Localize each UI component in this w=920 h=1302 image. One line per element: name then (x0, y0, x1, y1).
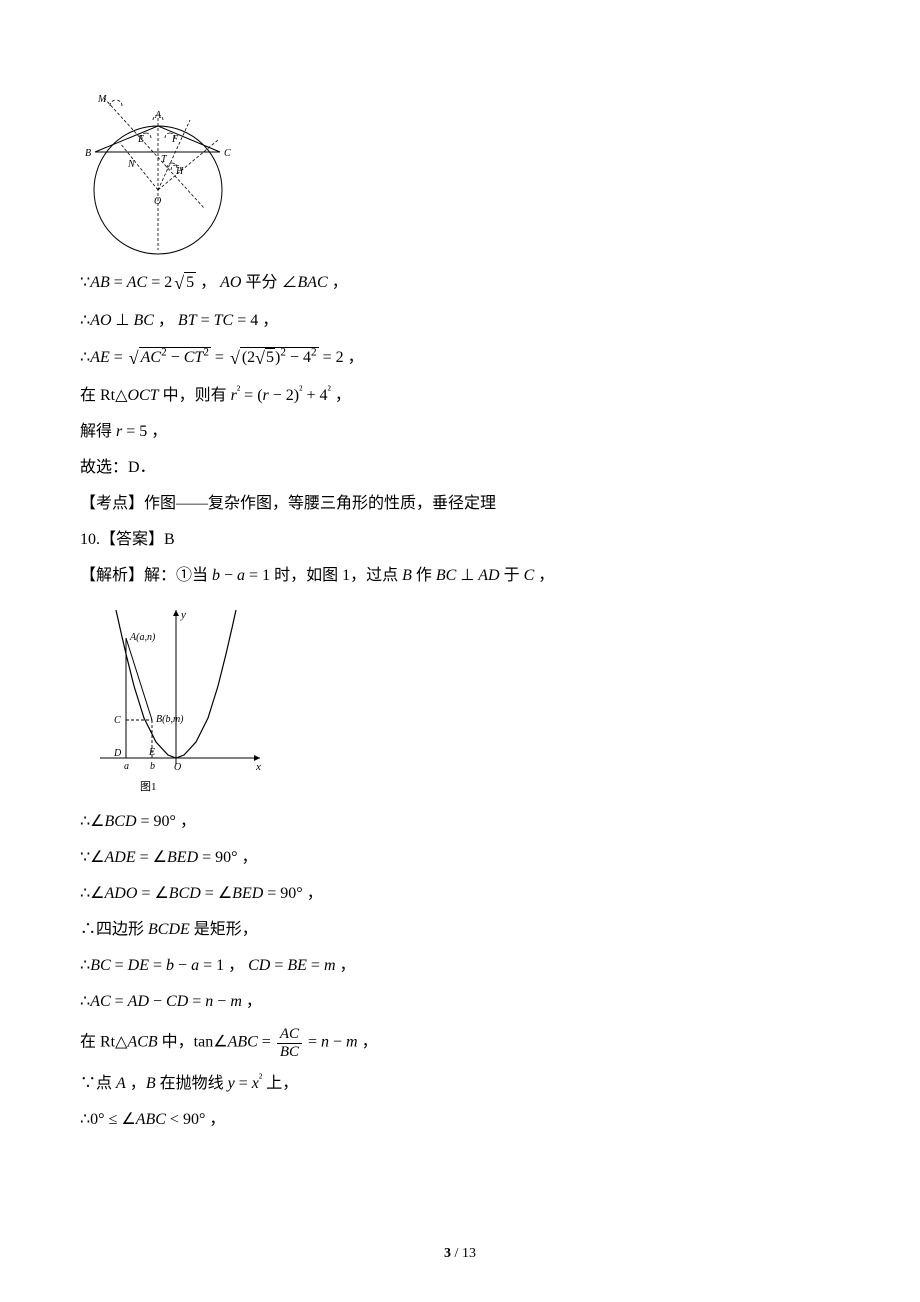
svg-text:E: E (137, 134, 144, 145)
line-3: ∴AE = √AC2 − CT2 = √(2√5)2 − 42 = 2 ， (80, 345, 840, 372)
line-6: 故选：D． (80, 456, 840, 480)
svg-text:T: T (161, 154, 168, 165)
svg-text:F: F (171, 134, 179, 145)
svg-text:E: E (148, 747, 155, 758)
m3: ∴∠ADO = ∠BCD = ∠BED = 90° ， (80, 882, 840, 906)
m1: ∴∠BCD = 90° ， (80, 810, 840, 834)
svg-text:O: O (154, 196, 161, 207)
page-footer: 3 / 13 (0, 1246, 920, 1262)
page-number: 3 (444, 1246, 451, 1261)
svg-text:N: N (127, 159, 136, 170)
line-5: 解得 r = 5 ， (80, 420, 840, 444)
svg-text:D: D (113, 748, 122, 759)
m2: ∵∠ADE = ∠BED = 90° ， (80, 846, 840, 870)
svg-text:b: b (150, 761, 155, 772)
svg-text:C: C (224, 148, 231, 159)
svg-text:a: a (124, 761, 129, 772)
svg-text:A: A (154, 110, 162, 121)
svg-text:C: C (114, 715, 121, 726)
parabola-svg: O x y A(a,n) B(b,m) C D E a b 图1 (80, 600, 270, 800)
line-8: 10.【答案】B (80, 528, 840, 552)
svg-text:B: B (85, 148, 91, 159)
m8: ∵点 A ，B 在抛物线 y = x² 上， (80, 1072, 840, 1096)
page-total: 13 (462, 1246, 476, 1261)
m5: ∴BC = DE = b − a = 1 ， CD = BE = m ， (80, 954, 840, 978)
figure-parabola: O x y A(a,n) B(b,m) C D E a b 图1 (80, 600, 840, 800)
page: M A B C E F T N H O ∵AB = AC = 2√5 ， AO … (0, 0, 920, 1302)
svg-text:x: x (255, 761, 261, 773)
m6: ∴AC = AD − CD = n − m ， (80, 990, 840, 1014)
svg-text:A(a,n): A(a,n) (129, 632, 156, 643)
line-2: ∴AO ⊥ BC ， BT = TC = 4 ， (80, 309, 840, 333)
line-9: 【解析】解：①当 b − a = 1 时，如图 1，过点 B 作 BC ⊥ AD… (80, 564, 840, 588)
line-4: 在 Rt△OCT 中，则有 r² = (r − 2)² + 4² ， (80, 384, 840, 408)
m4: ∴四边形 BCDE 是矩形， (80, 918, 840, 942)
m7: 在 Rt△ACB 中，tan∠ABC = ACBC = n − m ， (80, 1026, 840, 1060)
svg-text:B(b,m): B(b,m) (156, 714, 184, 725)
m9: ∴0° ≤ ∠ABC < 90° ， (80, 1108, 840, 1132)
circle-svg: M A B C E F T N H O (80, 90, 240, 260)
svg-text:H: H (175, 166, 184, 177)
svg-text:图1: 图1 (140, 780, 157, 793)
figure-circle: M A B C E F T N H O (80, 90, 840, 260)
svg-text:y: y (180, 609, 186, 621)
svg-text:M: M (97, 94, 107, 105)
line-1: ∵AB = AC = 2√5 ， AO 平分 ∠BAC ， (80, 270, 840, 297)
line-7: 【考点】作图——复杂作图，等腰三角形的性质，垂径定理 (80, 492, 840, 516)
svg-text:O: O (174, 762, 181, 773)
